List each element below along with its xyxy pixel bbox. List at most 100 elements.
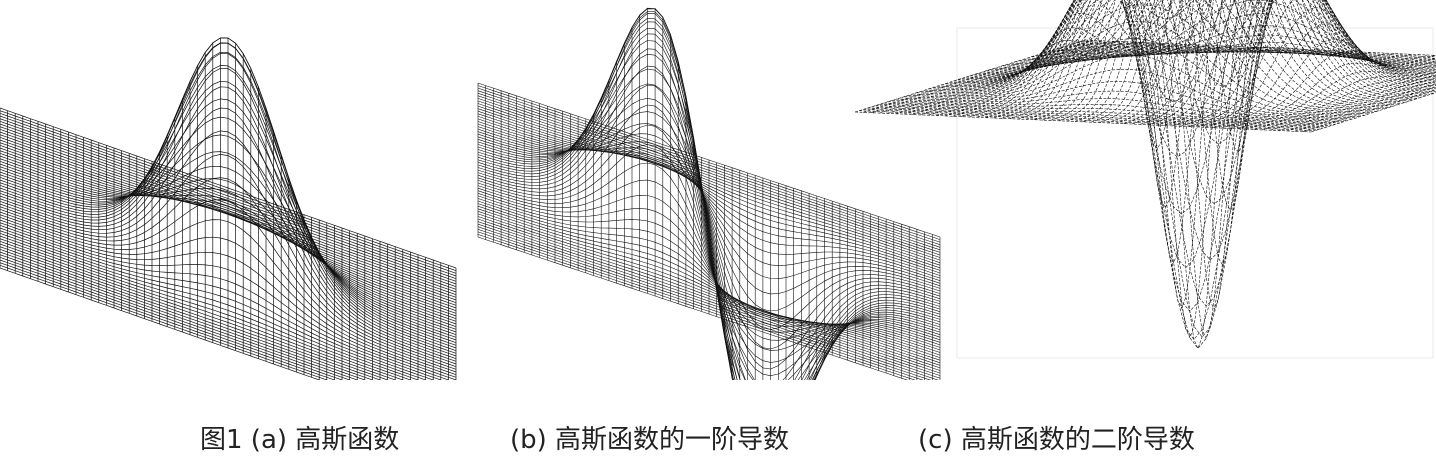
gaussian-surface-panel: [0, 37, 457, 380]
mesh-line-u: [871, 40, 1102, 113]
mesh-line-u: [1058, 0, 1289, 264]
mesh-line-v: [0, 154, 457, 368]
mesh-line-v: [477, 98, 941, 330]
mesh-line-v: [0, 98, 457, 333]
mesh-line-u: [1115, 0, 1346, 211]
mesh-line-v: [0, 262, 336, 380]
mesh-line-v: [477, 231, 924, 380]
mesh-line-v: [0, 116, 457, 330]
mesh-line-v: [0, 177, 457, 370]
mesh-line-v: [859, 110, 1316, 131]
mesh-line-v: [477, 90, 941, 245]
mesh-line-v: [477, 103, 941, 258]
mesh-line-v: [0, 115, 457, 277]
mesh-line-v: [0, 37, 457, 346]
mesh-line-v: [477, 124, 941, 380]
mesh-line-v: [912, 21, 1369, 115]
mesh-line-v: [0, 130, 457, 365]
mesh-line-u: [993, 0, 1224, 119]
mesh-line-v: [0, 222, 450, 380]
mesh-line-v: [0, 67, 457, 357]
mesh-line-v: [0, 248, 374, 380]
mesh-line-v: [0, 251, 366, 380]
mesh-line-v: [0, 224, 442, 380]
mesh-line-v: [477, 85, 941, 240]
mesh-line-v: [932, 0, 1390, 108]
mesh-line-v: [0, 243, 389, 380]
mesh-line-u: [985, 0, 1216, 118]
mesh-line-v: [998, 0, 1436, 87]
mesh-line-v: [0, 80, 457, 336]
mesh-line-v: [891, 90, 1349, 121]
mesh-line-v: [0, 42, 457, 344]
mesh-line-v: [937, 0, 1394, 107]
mesh-line-v: [477, 21, 941, 380]
mesh-line-v: [0, 259, 344, 380]
mesh-line-v: [0, 214, 457, 376]
mesh-line-v: [0, 246, 382, 380]
mesh-line-v: [1023, 0, 1436, 78]
mesh-line-v: [0, 107, 457, 362]
mesh-line-v: [0, 238, 404, 380]
mesh-line-u: [854, 39, 1086, 113]
mesh-line-v: [477, 226, 939, 380]
mesh-line-v: [1031, 0, 1436, 75]
mesh-line-v: [0, 256, 351, 380]
mesh-line-v: [477, 95, 941, 251]
mesh-line-v: [982, 0, 1436, 261]
mesh-line-v: [953, 0, 1410, 215]
mesh-line-v: [1019, 0, 1436, 79]
mesh-line-v: [477, 110, 941, 266]
mesh-line-v: [477, 33, 941, 380]
mesh-line-v: [477, 200, 941, 356]
mesh-line-v: [477, 213, 941, 369]
mesh-line-v: [969, 0, 1427, 349]
mesh-line-v: [477, 223, 941, 379]
mesh-line-v: [477, 198, 941, 353]
mesh-line-v: [477, 27, 941, 380]
mesh-line-v: [477, 121, 941, 276]
mesh-line-u: [879, 40, 1110, 114]
mesh-line-v: [477, 65, 941, 380]
mesh-line-v: [477, 7, 941, 380]
mesh-line-v: [941, 0, 1398, 106]
mesh-line-v: [871, 106, 1328, 128]
mesh-line-v: [477, 211, 941, 366]
mesh-line-v: [477, 190, 941, 346]
mesh-line-v: [0, 112, 457, 274]
mesh-line-v: [477, 108, 941, 263]
mesh-line-v: [986, 0, 1436, 205]
mesh-line-v: [477, 123, 941, 295]
mesh-line-v: [477, 116, 941, 271]
mesh-line-v: [0, 118, 457, 280]
mesh-line-v: [477, 203, 941, 358]
mesh-line-v: [900, 69, 1357, 119]
gaussian-first-derivative-surface-panel: [477, 7, 941, 380]
mesh-line-u: [1107, 0, 1338, 266]
mesh-line-v: [0, 254, 359, 380]
mesh-line-v: [477, 53, 941, 380]
mesh-line-v: [1043, 34, 1436, 71]
mesh-line-v: [0, 134, 457, 296]
mesh-line-v: [477, 221, 941, 376]
mesh-line-u: [1180, 0, 1411, 127]
mesh-line-v: [0, 128, 457, 290]
mesh-line-v: [0, 155, 457, 317]
caption-first-derivative: (b) 高斯函数的一阶导数: [510, 425, 790, 455]
mesh-line-v: [0, 240, 397, 380]
mesh-line-v: [477, 48, 941, 380]
mesh-line-v: [0, 134, 457, 328]
mesh-line-v: [477, 208, 941, 364]
mesh-line-v: [477, 193, 941, 348]
mesh-line-v: [0, 120, 457, 282]
mesh-line-u: [1091, 0, 1322, 339]
mesh-line-v: [477, 18, 941, 380]
mesh-line-v: [477, 162, 941, 363]
mesh-line-v: [0, 65, 457, 338]
mesh-line-v: [477, 13, 941, 380]
mesh-line-v: [0, 267, 321, 380]
mesh-line-u: [920, 42, 1151, 116]
mesh-line-v: [990, 0, 1436, 145]
mesh-line-v: [477, 40, 941, 380]
mesh-line-v: [0, 230, 427, 380]
